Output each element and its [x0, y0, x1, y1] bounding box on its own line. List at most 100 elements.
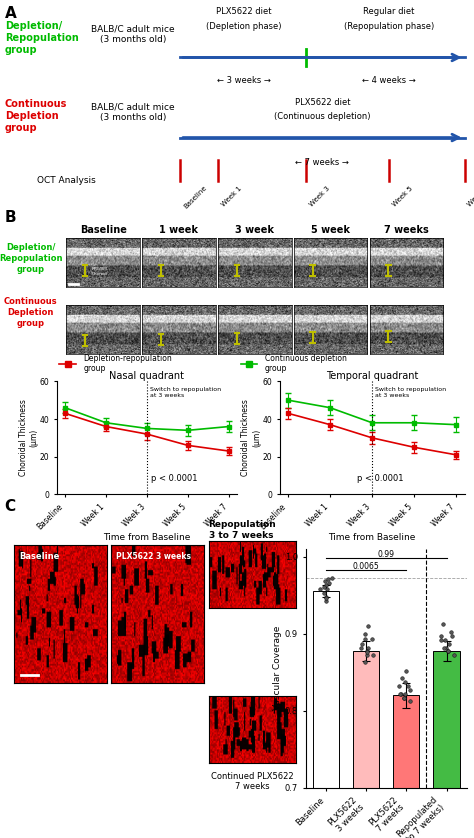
- Text: Depletion/
Repopulation
group: Depletion/ Repopulation group: [5, 21, 79, 55]
- Text: Baseline: Baseline: [80, 225, 127, 235]
- Text: PLX5622 diet: PLX5622 diet: [216, 8, 272, 17]
- Point: [322, 590, 330, 603]
- Point: [447, 625, 455, 639]
- Text: BALB/C adult mice
(3 months old): BALB/C adult mice (3 months old): [91, 103, 174, 122]
- Text: Depletion/
Repopulation
group: Depletion/ Repopulation group: [0, 243, 63, 274]
- Text: BALB/C adult mice
(3 months old): BALB/C adult mice (3 months old): [91, 24, 174, 44]
- Point: [364, 649, 371, 662]
- Text: p < 0.0001: p < 0.0001: [357, 473, 404, 483]
- Point: [368, 633, 375, 646]
- X-axis label: Time from Baseline: Time from Baseline: [328, 533, 416, 542]
- Text: (Continuous depletion): (Continuous depletion): [274, 112, 371, 122]
- Point: [446, 637, 453, 650]
- Point: [328, 572, 335, 585]
- Point: [448, 629, 456, 643]
- Point: [369, 649, 376, 662]
- Title: Temporal quadrant: Temporal quadrant: [326, 370, 418, 380]
- Text: Switch to repopulation
at 3 weeks: Switch to repopulation at 3 weeks: [150, 387, 221, 398]
- Text: ← 3 weeks →: ← 3 weeks →: [217, 76, 271, 85]
- Text: ← 4 weeks →: ← 4 weeks →: [362, 76, 416, 85]
- Point: [320, 580, 328, 593]
- Point: [401, 691, 408, 704]
- Text: 0.0065: 0.0065: [353, 562, 380, 571]
- Text: 7 weeks: 7 weeks: [384, 225, 429, 235]
- Point: [398, 671, 406, 685]
- Bar: [434, 650, 460, 838]
- Text: Continuous depletion
group: Continuous depletion group: [265, 354, 347, 374]
- Text: RPE/BM-: RPE/BM-: [92, 267, 109, 272]
- Text: A: A: [5, 6, 17, 21]
- Text: Switch to repopulation
at 3 weeks: Switch to repopulation at 3 weeks: [375, 387, 447, 398]
- Text: Continued PLX5622
7 weeks: Continued PLX5622 7 weeks: [211, 772, 294, 791]
- Text: (Depletion phase): (Depletion phase): [206, 22, 282, 31]
- Bar: [393, 696, 419, 838]
- Text: Week 3: Week 3: [308, 185, 331, 207]
- Text: Depletion-repopulation
group: Depletion-repopulation group: [83, 354, 173, 374]
- Text: (Repopulation phase): (Repopulation phase): [344, 22, 434, 31]
- Point: [326, 576, 333, 589]
- Text: Continuous
Depletion
group: Continuous Depletion group: [4, 297, 58, 328]
- Text: 3 week: 3 week: [235, 225, 274, 235]
- Text: Regular diet: Regular diet: [363, 8, 414, 17]
- Point: [404, 680, 412, 693]
- Point: [358, 638, 365, 651]
- Y-axis label: Choroidal Thickness
(μm): Choroidal Thickness (μm): [241, 400, 261, 476]
- Y-axis label: Choroidal Thickness
(μm): Choroidal Thickness (μm): [18, 400, 38, 476]
- Text: Week 7: Week 7: [467, 185, 474, 207]
- Point: [317, 582, 324, 596]
- Point: [322, 594, 330, 608]
- Point: [437, 633, 445, 646]
- Point: [397, 687, 405, 701]
- Point: [406, 695, 414, 708]
- Point: [364, 641, 372, 654]
- Text: Week 1: Week 1: [220, 185, 243, 207]
- Point: [357, 641, 365, 654]
- Text: OCT Analysis: OCT Analysis: [37, 176, 96, 185]
- Point: [402, 664, 410, 677]
- Point: [400, 691, 408, 704]
- Point: [361, 655, 369, 669]
- Text: Repopulation
3 to 7 weeks: Repopulation 3 to 7 weeks: [208, 520, 275, 540]
- Point: [395, 680, 403, 693]
- Point: [445, 644, 452, 658]
- Text: B: B: [5, 210, 17, 225]
- Text: p < 0.0001: p < 0.0001: [151, 473, 197, 483]
- Text: 0.99: 0.99: [378, 551, 395, 559]
- Point: [440, 641, 448, 654]
- Point: [444, 644, 452, 658]
- Point: [362, 633, 369, 646]
- Text: Continuous
Depletion
group: Continuous Depletion group: [5, 99, 67, 133]
- Point: [321, 575, 328, 588]
- Text: Choroid: Choroid: [92, 272, 108, 277]
- Point: [363, 644, 370, 658]
- Title: Nasal quadrant: Nasal quadrant: [109, 370, 184, 380]
- Point: [363, 645, 371, 659]
- Point: [396, 687, 403, 701]
- Bar: [313, 592, 339, 838]
- Point: [364, 619, 372, 633]
- Text: C: C: [5, 499, 16, 514]
- Text: 5 week: 5 week: [311, 225, 350, 235]
- Point: [362, 627, 369, 640]
- Text: Baseline: Baseline: [19, 551, 59, 561]
- Point: [324, 582, 331, 596]
- Point: [437, 629, 445, 643]
- Bar: [353, 650, 379, 838]
- Y-axis label: Vascular Coverage: Vascular Coverage: [273, 626, 282, 711]
- Point: [324, 572, 332, 586]
- Point: [401, 675, 409, 689]
- Point: [442, 633, 449, 646]
- Point: [401, 687, 409, 701]
- Text: ← 7 weeks →: ← 7 weeks →: [295, 158, 349, 167]
- Text: 1 week: 1 week: [159, 225, 199, 235]
- Point: [442, 641, 450, 654]
- Point: [450, 649, 457, 662]
- Point: [320, 586, 328, 599]
- Text: PLX5622 3 weeks: PLX5622 3 weeks: [116, 551, 191, 561]
- Text: Week 5: Week 5: [391, 185, 413, 207]
- Text: Baseline: Baseline: [182, 185, 208, 210]
- Point: [406, 683, 413, 696]
- Text: PLX5622 diet: PLX5622 diet: [294, 98, 350, 106]
- Point: [322, 578, 330, 592]
- Point: [322, 592, 329, 605]
